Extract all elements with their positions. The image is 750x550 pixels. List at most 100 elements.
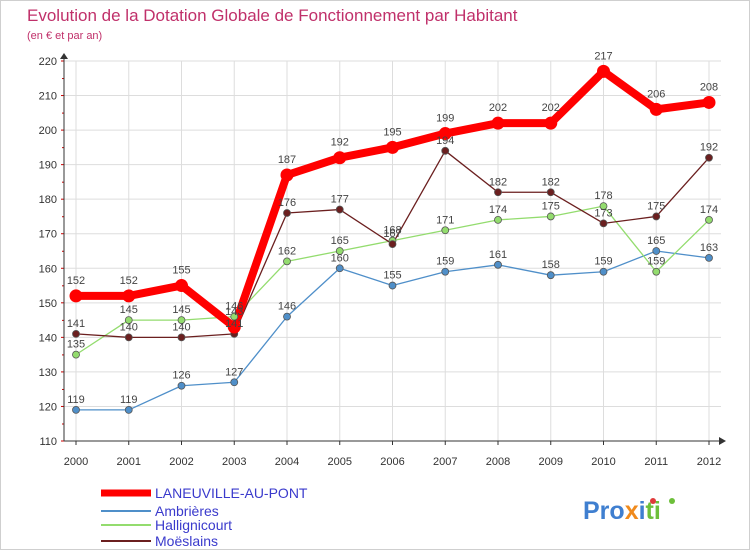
- data-label: 165: [331, 235, 349, 247]
- data-label: 171: [436, 214, 454, 226]
- data-label: 135: [67, 339, 85, 351]
- data-point: [705, 216, 713, 224]
- x-tick-label: 2001: [117, 456, 141, 468]
- data-label: 206: [647, 88, 665, 100]
- data-label: 140: [172, 321, 190, 333]
- data-label: 127: [225, 366, 243, 378]
- data-label: 141: [67, 318, 85, 330]
- data-label: 146: [278, 301, 296, 313]
- logo-dot-red: [650, 498, 656, 504]
- data-point: [230, 312, 239, 321]
- x-tick-label: 2007: [433, 456, 457, 468]
- data-point: [544, 116, 558, 130]
- data-label: 163: [700, 242, 718, 254]
- data-point: [388, 240, 397, 248]
- data-point: [494, 260, 502, 269]
- data-point: [438, 127, 452, 141]
- data-point: [702, 95, 716, 109]
- data-label: 119: [67, 394, 85, 406]
- data-label: 187: [278, 154, 296, 166]
- data-label: 168: [383, 225, 401, 237]
- data-label: 199: [436, 113, 454, 125]
- legend-label: Hallignicourt: [155, 517, 232, 533]
- x-tick-label: 2006: [380, 456, 404, 468]
- y-tick-label: 180: [39, 194, 57, 206]
- data-label: 208: [700, 81, 718, 93]
- y-tick-label: 150: [39, 298, 57, 310]
- data-point: [175, 279, 188, 293]
- data-label: 194: [436, 135, 454, 147]
- x-axis-arrow: [719, 437, 726, 445]
- data-label: 159: [647, 256, 665, 268]
- data-point: [177, 333, 186, 342]
- data-point: [546, 188, 555, 197]
- y-tick-label: 190: [39, 160, 57, 172]
- data-point: [280, 168, 294, 182]
- data-label: 158: [542, 259, 560, 271]
- data-label: 159: [594, 256, 612, 268]
- data-label: 165: [647, 235, 665, 247]
- data-point: [494, 188, 502, 197]
- data-point: [333, 151, 347, 165]
- data-point: [441, 226, 450, 235]
- chart-subtitle: (en € et par an): [27, 30, 102, 42]
- data-label: 195: [383, 126, 401, 138]
- data-point: [546, 271, 555, 280]
- data-point: [599, 219, 608, 228]
- data-point: [283, 312, 291, 321]
- data-point: [124, 333, 133, 342]
- data-point: [491, 116, 505, 130]
- data-point: [386, 140, 399, 154]
- data-label: 167: [383, 228, 401, 240]
- data-label: 202: [542, 102, 560, 114]
- data-label: 174: [700, 204, 718, 216]
- x-tick-label: 2010: [591, 456, 615, 468]
- x-tick-label: 2005: [328, 456, 352, 468]
- y-tick-label: 120: [39, 401, 57, 413]
- y-tick-label: 220: [39, 56, 57, 68]
- x-tick-label: 2008: [486, 456, 510, 468]
- data-point: [335, 264, 344, 273]
- data-point: [177, 381, 186, 390]
- data-point: [230, 378, 239, 387]
- y-tick-label: 140: [39, 332, 57, 344]
- data-point: [599, 267, 608, 276]
- data-point: [227, 320, 241, 334]
- data-point: [652, 212, 661, 221]
- data-label: 140: [120, 321, 138, 333]
- data-point: [705, 153, 713, 162]
- data-label: 162: [278, 245, 296, 257]
- data-label: 145: [172, 304, 190, 316]
- data-point: [705, 254, 713, 262]
- data-point: [72, 330, 80, 338]
- legend-label: LANEUVILLE-AU-PONT: [155, 485, 308, 501]
- data-label: 141: [225, 318, 243, 330]
- y-tick-label: 170: [39, 229, 57, 241]
- y-tick-label: 210: [39, 91, 57, 103]
- data-label: 155: [383, 270, 401, 282]
- data-point: [177, 316, 186, 324]
- x-tick-label: 2003: [222, 456, 246, 468]
- data-label: 202: [489, 102, 507, 114]
- data-label: 175: [542, 200, 560, 212]
- data-label: 146: [225, 301, 243, 313]
- data-point: [283, 209, 291, 217]
- y-tick-label: 160: [39, 263, 57, 275]
- data-point: [441, 267, 450, 276]
- data-point: [597, 64, 610, 78]
- data-point: [649, 102, 663, 116]
- data-point: [124, 316, 133, 324]
- data-label: 145: [120, 304, 138, 316]
- logo-dot-green: [669, 498, 675, 504]
- x-tick-label: 2004: [275, 456, 299, 468]
- y-axis-arrow: [60, 53, 68, 59]
- data-point: [494, 216, 502, 224]
- data-label: 192: [700, 142, 718, 154]
- x-tick-label: 2009: [539, 456, 563, 468]
- data-point: [441, 146, 450, 155]
- chart-title: Evolution de la Dotation Globale de Fonc…: [27, 6, 518, 25]
- data-label: 174: [489, 204, 507, 216]
- x-tick-label: 2011: [644, 456, 668, 468]
- logo-text: Proxiti: [583, 497, 661, 525]
